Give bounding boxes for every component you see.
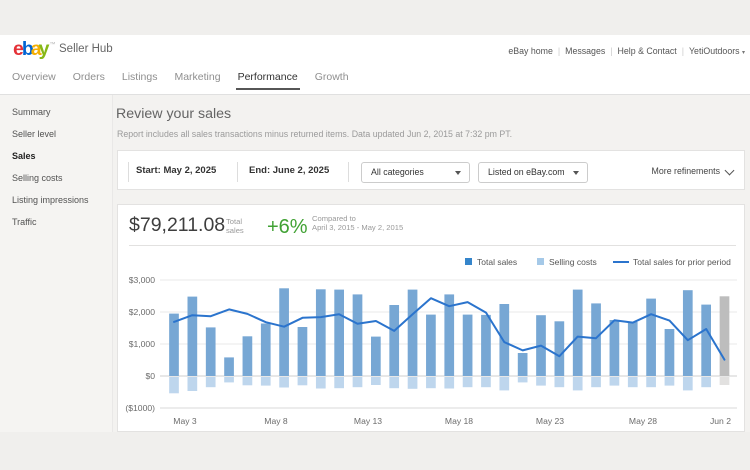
svg-text:May 28: May 28 (629, 416, 657, 426)
svg-text:May 8: May 8 (264, 416, 288, 426)
svg-text:May 23: May 23 (536, 416, 564, 426)
svg-text:May 3: May 3 (173, 416, 197, 426)
svg-text:($1000): ($1000) (125, 403, 155, 413)
svg-text:$3,000: $3,000 (129, 275, 156, 285)
svg-text:$0: $0 (145, 371, 155, 381)
svg-text:$2,000: $2,000 (129, 307, 156, 317)
svg-text:May 13: May 13 (354, 416, 382, 426)
svg-text:May 18: May 18 (445, 416, 473, 426)
svg-text:Jun 2: Jun 2 (710, 416, 731, 426)
svg-text:$1,000: $1,000 (129, 339, 156, 349)
